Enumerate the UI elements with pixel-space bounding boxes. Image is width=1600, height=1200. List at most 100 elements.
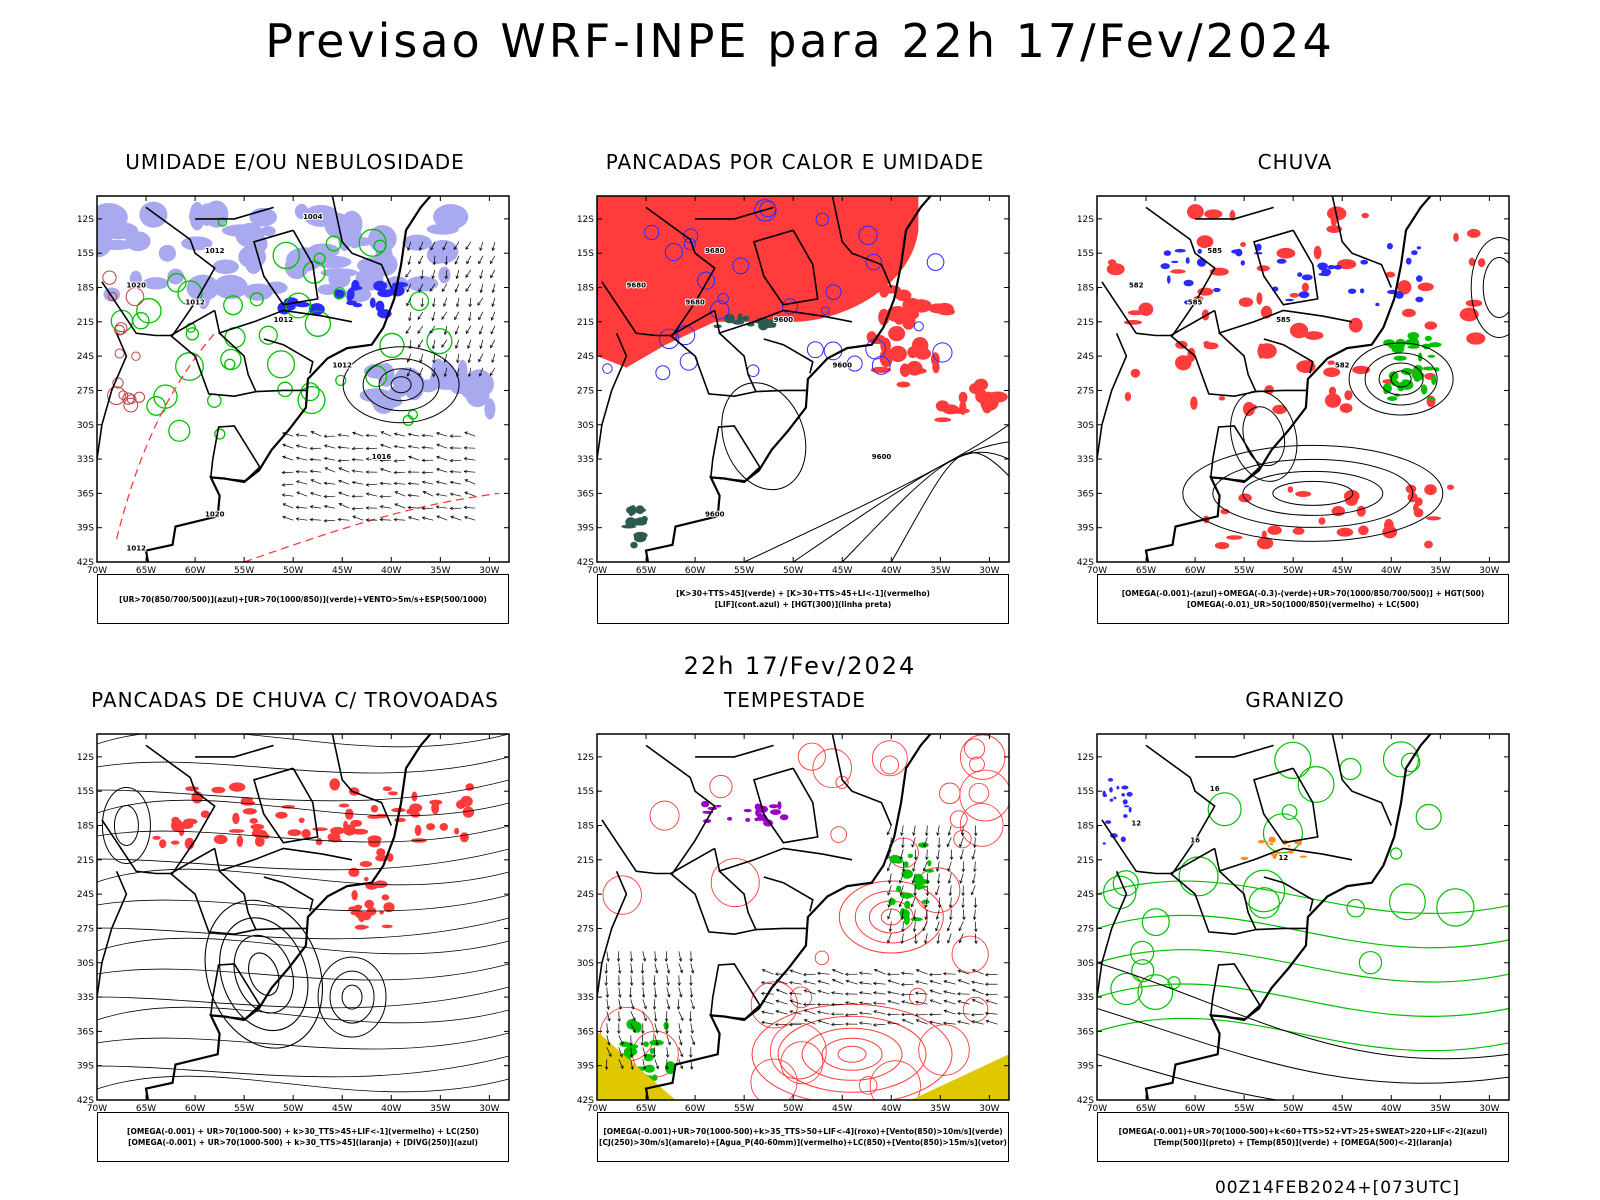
humidity-shade (212, 259, 239, 275)
wind-vector (436, 506, 448, 509)
heat-instability-area (879, 285, 889, 298)
humidity-contour (272, 241, 301, 270)
wind-vector (832, 979, 844, 985)
thunderstorm-area (359, 861, 373, 867)
wind-vector (899, 897, 904, 907)
strong-wind-area (888, 898, 896, 906)
wind-vector (491, 353, 496, 363)
wind-vector (620, 1065, 624, 1070)
rain-area (1197, 287, 1214, 296)
wind-vector (962, 825, 964, 836)
wind-vector (310, 492, 322, 497)
heat-instability-area (911, 337, 929, 355)
map-frame (596, 733, 1010, 1101)
wind-vector (690, 1035, 695, 1045)
lat-tick-label: 24S (77, 352, 94, 362)
wind-vector (407, 367, 412, 377)
wind-vector (929, 1021, 942, 1025)
wind-vector (491, 289, 496, 294)
rain-area (1203, 341, 1211, 346)
wind-vector (666, 970, 671, 974)
lat-tick-label: 42S (77, 558, 94, 568)
wind-vector (450, 515, 454, 519)
humidity-contour (166, 272, 187, 293)
wind-vector (900, 832, 904, 836)
precipitable-water-contour (908, 987, 927, 1006)
wind-vector (443, 373, 448, 378)
storm-core-area (777, 801, 782, 810)
wind-vector (679, 1041, 683, 1046)
wind-vector (436, 444, 448, 449)
contour-label: 12 (1279, 854, 1289, 862)
wind-vector (664, 958, 668, 963)
wind-vector (937, 933, 940, 944)
wind-vector (478, 373, 483, 377)
pressure-contour (777, 1015, 927, 1093)
thunderstorm-area (275, 811, 288, 819)
wind-vector (775, 1000, 788, 1005)
map-frame (1096, 195, 1510, 563)
strong-wind-area (889, 854, 901, 864)
storm-core-area (715, 804, 722, 808)
wind-vector (444, 353, 448, 363)
border-line (210, 425, 261, 482)
wind-vector (640, 1042, 644, 1047)
humidity-contour (168, 419, 191, 442)
wind-vector (924, 940, 928, 945)
height-contour (1390, 370, 1412, 388)
border-line (1263, 876, 1314, 912)
wind-vector (972, 873, 976, 884)
wind-vector (394, 445, 406, 449)
lon-tick-label: 50W (1283, 566, 1303, 576)
humidity-shade (438, 266, 451, 284)
lon-tick-label: 70W (1087, 1104, 1107, 1114)
temp500-contour (1097, 962, 1509, 1060)
strong-wind-area (903, 871, 909, 879)
wind-vector (936, 909, 940, 920)
panel-title: PANCADAS DE CHUVA C/ TROVOADAS (91, 688, 499, 712)
map-layers (1097, 734, 1509, 1100)
thunderstorm-area (387, 791, 398, 796)
wind-vector (338, 459, 350, 462)
hail-area (1121, 793, 1126, 797)
wind-vector (929, 973, 942, 976)
humidity-shade (433, 362, 455, 380)
thunderstorm-area (351, 890, 358, 901)
wind-vector (959, 837, 964, 848)
humidity-contour (114, 348, 125, 359)
rain-area (1124, 392, 1132, 402)
legend-box: [OMEGA(-0.001)+UR>70(1000-500)+k>35_TTS>… (597, 1112, 1009, 1162)
lifted-index-contour (823, 341, 843, 361)
wind-vector (901, 1018, 906, 1023)
strong-wind-area (903, 861, 909, 868)
wind-vector (631, 1005, 635, 1010)
thunderstorm-area (152, 835, 161, 840)
wind-vector (950, 897, 952, 908)
wind-vector (958, 921, 964, 931)
precipitable-water-contour (959, 769, 1009, 822)
lat-tick-label: 12S (577, 215, 594, 225)
wind-vector (477, 302, 481, 306)
precipitable-water-contour (964, 738, 986, 760)
rain-area (1465, 299, 1483, 307)
lifted-index-contour (871, 356, 891, 375)
lat-tick-label: 33S (1077, 455, 1094, 465)
lon-tick-label: 65W (136, 1104, 156, 1114)
wind-vector (947, 861, 952, 872)
rain-area (1107, 259, 1117, 266)
rain-area (1214, 542, 1230, 550)
lat-tick-label: 12S (577, 753, 594, 763)
wind-vector (984, 973, 989, 977)
lat-tick-label: 39S (77, 1062, 94, 1072)
wind-vector (652, 1006, 657, 1011)
wind-vector (408, 317, 412, 322)
wind-vector (478, 358, 482, 363)
storm-core-area (707, 806, 718, 811)
wind-vector (352, 515, 364, 521)
omega-area (1257, 840, 1265, 844)
wind-vector (971, 968, 976, 973)
wind-vector (449, 434, 453, 438)
wind-vector (464, 479, 476, 485)
contour-label: 9680 (626, 282, 646, 290)
wind-vector (887, 915, 891, 920)
